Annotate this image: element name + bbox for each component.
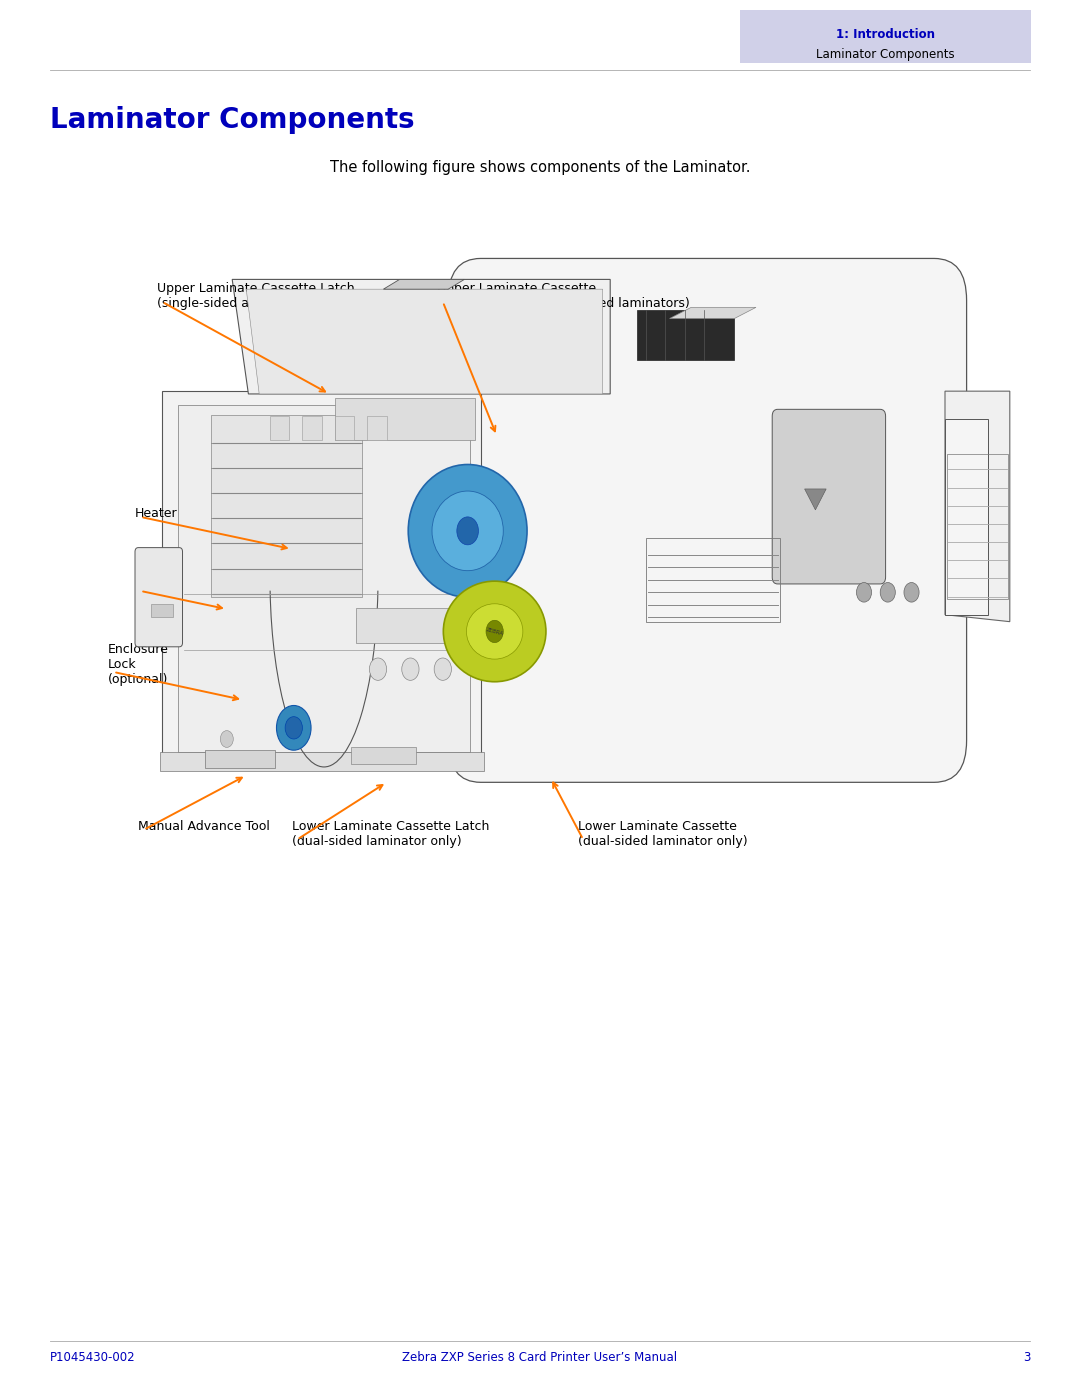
Polygon shape	[356, 608, 475, 643]
Circle shape	[904, 583, 919, 602]
Polygon shape	[162, 391, 481, 768]
Circle shape	[856, 583, 872, 602]
Circle shape	[486, 620, 503, 643]
Polygon shape	[270, 416, 289, 440]
Polygon shape	[178, 405, 470, 752]
Polygon shape	[670, 307, 756, 319]
Ellipse shape	[444, 581, 546, 682]
Polygon shape	[232, 279, 610, 394]
Text: Heater: Heater	[135, 507, 177, 520]
Polygon shape	[945, 419, 988, 615]
Circle shape	[402, 658, 419, 680]
Circle shape	[880, 583, 895, 602]
Polygon shape	[805, 489, 826, 510]
FancyBboxPatch shape	[448, 258, 967, 782]
Polygon shape	[302, 416, 322, 440]
Polygon shape	[246, 289, 603, 394]
Circle shape	[220, 731, 233, 747]
Circle shape	[285, 717, 302, 739]
Text: 1: Introduction: 1: Introduction	[836, 28, 935, 42]
Circle shape	[457, 517, 478, 545]
Polygon shape	[367, 416, 387, 440]
Ellipse shape	[432, 492, 503, 571]
Polygon shape	[383, 279, 464, 289]
Text: Laminator Components: Laminator Components	[50, 106, 415, 134]
Polygon shape	[945, 391, 1010, 622]
Text: Zebra ZXP Series 8 Card Printer User’s Manual: Zebra ZXP Series 8 Card Printer User’s M…	[403, 1351, 677, 1365]
Polygon shape	[351, 747, 416, 764]
Polygon shape	[151, 604, 173, 617]
Text: Output
Hopper: Output Hopper	[135, 571, 180, 599]
Text: Laminator Components: Laminator Components	[816, 47, 955, 61]
Polygon shape	[335, 416, 354, 440]
Text: Lower Laminate Cassette
(dual-sided laminator only): Lower Laminate Cassette (dual-sided lami…	[578, 820, 747, 848]
Polygon shape	[205, 750, 275, 768]
Polygon shape	[211, 415, 362, 597]
Text: Lower Laminate Cassette Latch
(dual-sided laminator only): Lower Laminate Cassette Latch (dual-side…	[292, 820, 489, 848]
Text: P1045430-002: P1045430-002	[50, 1351, 135, 1365]
Polygon shape	[160, 752, 484, 771]
Circle shape	[369, 658, 387, 680]
Text: The following figure shows components of the Laminator.: The following figure shows components of…	[329, 161, 751, 175]
Text: Manual Advance Tool: Manual Advance Tool	[138, 820, 270, 833]
Text: Enclosure
Lock
(optional): Enclosure Lock (optional)	[108, 643, 168, 686]
Bar	[740, 10, 1031, 63]
FancyBboxPatch shape	[135, 548, 183, 647]
Circle shape	[276, 705, 311, 750]
Text: 3: 3	[1023, 1351, 1030, 1365]
Ellipse shape	[467, 604, 523, 659]
Circle shape	[434, 658, 451, 680]
Text: ZEBRA: ZEBRA	[485, 627, 504, 636]
FancyBboxPatch shape	[772, 409, 886, 584]
Polygon shape	[335, 398, 475, 440]
Text: Upper Laminate Cassette
(single-sided and dual-sided laminators): Upper Laminate Cassette (single-sided an…	[437, 282, 690, 310]
Polygon shape	[464, 279, 950, 761]
Ellipse shape	[408, 464, 527, 598]
Polygon shape	[637, 310, 734, 360]
Text: Upper Laminate Cassette Latch
(single-sided and dual-sided laminators): Upper Laminate Cassette Latch (single-si…	[157, 282, 409, 310]
